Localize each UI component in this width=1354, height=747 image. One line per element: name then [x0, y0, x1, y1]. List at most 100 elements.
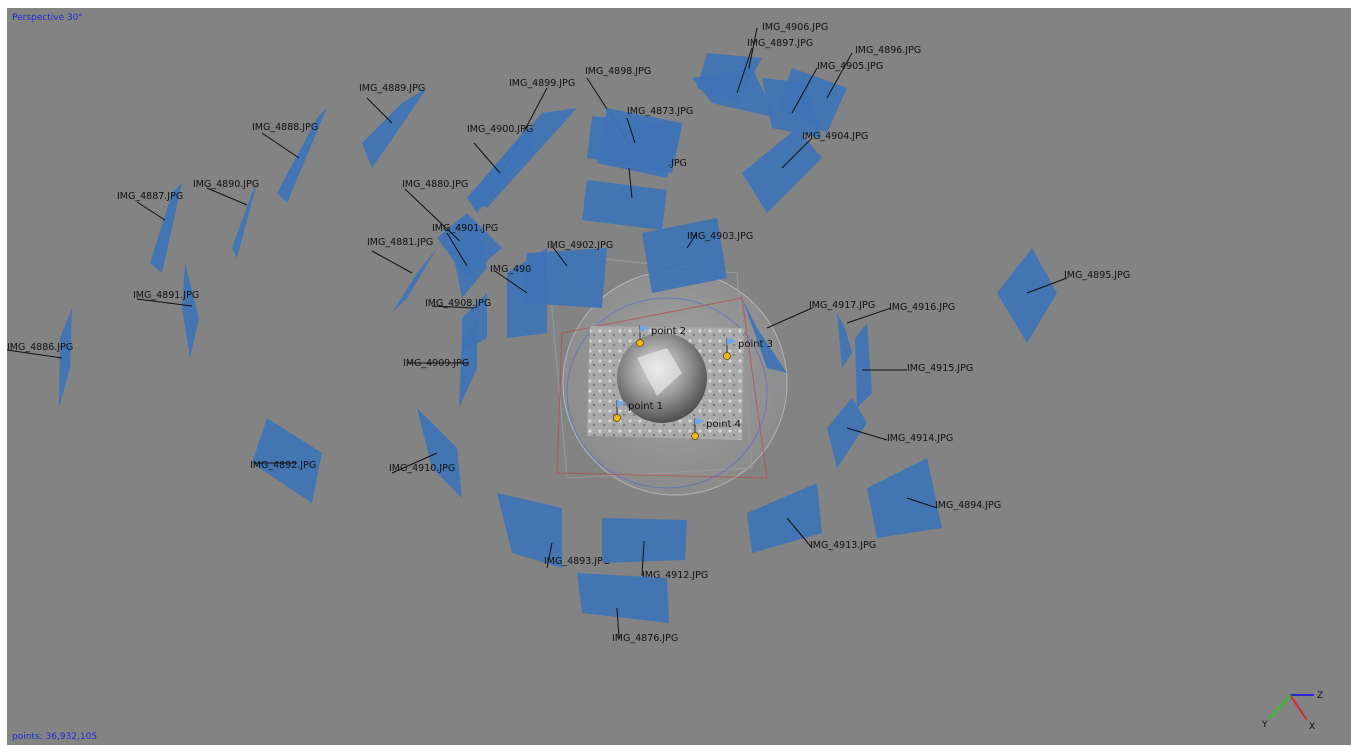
marker-3[interactable]: point 3	[723, 338, 774, 360]
axis-y-line	[1269, 694, 1291, 719]
flag-icon	[640, 325, 650, 332]
camera-label: IMG_4902.JPG	[547, 240, 613, 251]
object-highlight	[637, 348, 682, 396]
camera-frustum[interactable]: IMG_4897.JPG	[692, 38, 813, 118]
camera-frustum[interactable]: IMG_4888.JPG	[252, 108, 327, 203]
camera-label: IMG_4914.JPG	[887, 433, 953, 444]
camera-frustum[interactable]: IMG_4894.JPG	[867, 458, 1001, 538]
camera-frustum[interactable]: IMG_4908.JPG	[425, 293, 491, 353]
camera-plane[interactable]	[497, 493, 562, 568]
camera-frustum[interactable]: IMG_4905.JPG	[762, 61, 883, 138]
axis-x-label: X	[1309, 722, 1315, 732]
camera-leader-line	[736, 47, 753, 94]
camera-frustum[interactable]: IMG_4904.JPG	[742, 128, 868, 213]
marker-pin[interactable]	[636, 339, 644, 347]
3d-viewport[interactable]: IMG_4906.JPG IMG_4897.JPG IMG_4896.JPG IMG_…	[7, 8, 1351, 745]
camera-leader-line	[136, 201, 166, 221]
camera-leader-line	[473, 142, 501, 174]
camera-frustum[interactable]: IMG_4913.JPG	[747, 483, 876, 553]
camera-plane[interactable]	[182, 263, 199, 358]
axis-gizmo: Z X Y	[1261, 691, 1323, 732]
camera-plane[interactable]	[252, 418, 322, 503]
camera-frustum[interactable]: IMG_4889.JPG	[359, 83, 427, 168]
marker-pin[interactable]	[691, 432, 699, 440]
camera-label: IMG_4887.JPG	[117, 191, 183, 202]
camera-leader-line	[261, 132, 300, 159]
camera-plane[interactable]	[392, 248, 437, 313]
camera-frustum[interactable]: IMG_4887.JPG	[117, 183, 183, 273]
camera-leader-line	[846, 307, 892, 324]
camera-leader-line	[446, 232, 468, 267]
point-cloud-model[interactable]	[546, 252, 788, 496]
camera-leader-line	[826, 52, 853, 99]
camera-plane[interactable]	[232, 183, 257, 258]
camera-frustum[interactable]: IMG_4916.JPG	[837, 302, 955, 368]
camera-plane[interactable]	[837, 313, 852, 368]
camera-plane[interactable]	[855, 323, 872, 408]
marker-2[interactable]: point 2	[636, 325, 687, 347]
camera-leader-line	[136, 298, 193, 307]
bounding-box-edge	[556, 297, 768, 479]
camera-label: IMG_4881.JPG	[367, 237, 433, 248]
camera-label: IMG_4893.JPG	[544, 556, 610, 567]
camera-frustum[interactable]: IMG_4881.JPG	[367, 237, 437, 313]
camera-plane[interactable]	[602, 518, 687, 563]
view-mode-label: Perspective 30°	[12, 13, 83, 23]
scene-canvas[interactable]: IMG_4906.JPG IMG_4897.JPG IMG_4896.JPG IMG_…	[7, 8, 1351, 745]
camera-plane[interactable]	[867, 458, 942, 538]
camera-plane[interactable]	[577, 573, 669, 623]
camera-leader-line	[551, 245, 568, 267]
camera-frustum[interactable]: IMG_4900.JPG	[467, 124, 537, 213]
camera-frustum[interactable]: IMG_4917.JPG	[742, 298, 875, 373]
camera-label: IMG_4891.JPG	[133, 290, 199, 301]
camera-leader-line	[686, 232, 698, 249]
camera-label: .JPG	[668, 158, 687, 169]
camera-plane[interactable]	[277, 108, 327, 203]
axis-y-label: Y	[1261, 720, 1268, 730]
camera-leader-line	[366, 97, 393, 124]
camera-plane[interactable]	[59, 308, 72, 408]
camera-frustum[interactable]: IMG_4909.JPG	[403, 318, 477, 408]
rotation-ring	[566, 297, 768, 489]
marker-4[interactable]: point 4	[691, 418, 742, 440]
camera-plane[interactable]	[747, 483, 822, 553]
camera-frustum[interactable]: IMG_4901.JPG	[432, 223, 498, 298]
camera-frustum[interactable]: IMG_4886.JPG	[7, 308, 73, 408]
marker-pin[interactable]	[613, 414, 621, 422]
camera-frustum[interactable]: IMG_4891.JPG	[133, 263, 199, 358]
camera-plane[interactable]	[692, 68, 777, 118]
camera-frustum[interactable]: IMG_4893.JPG	[497, 493, 610, 569]
camera-frustum[interactable]: IMG_4895.JPG	[997, 248, 1130, 343]
camera-plane[interactable]	[417, 408, 462, 498]
camera-plane[interactable]	[642, 218, 727, 293]
marker-label: point 1	[628, 401, 663, 412]
camera-plane[interactable]	[742, 128, 822, 213]
camera-frustum[interactable]: IMG_490	[490, 248, 547, 338]
camera-plane[interactable]	[597, 108, 682, 178]
camera-frustum[interactable]: IMG_4892.JPG	[250, 418, 322, 503]
camera-frustum[interactable]: IMG_4910.JPG	[389, 408, 462, 498]
camera-frustum[interactable]: IMG_4914.JPG	[827, 398, 953, 468]
camera-plane[interactable]	[997, 248, 1057, 343]
camera-frustum[interactable]: IMG_4915.JPG	[855, 323, 973, 408]
camera-plane[interactable]	[467, 128, 537, 213]
camera-plane[interactable]	[762, 78, 822, 138]
camera-frustum[interactable]: IMG_4876.JPG	[577, 573, 678, 644]
camera-frustum[interactable]: IMG_4903.JPG	[642, 218, 753, 293]
marker-pin[interactable]	[723, 352, 731, 360]
camera-leader-line	[626, 117, 636, 144]
camera-label: IMG_4898.JPG	[585, 66, 651, 77]
camera-frustum[interactable]: IMG_4890.JPG	[193, 179, 259, 258]
camera-plane[interactable]	[452, 223, 487, 298]
camera-frustum[interactable]: IMG_4873.JPG	[597, 106, 693, 178]
camera-plane[interactable]	[582, 180, 667, 230]
camera-plane[interactable]	[362, 88, 427, 168]
camera-frustum[interactable]: IMG_4912.JPG	[602, 518, 708, 581]
camera-plane[interactable]	[827, 398, 867, 468]
camera-plane[interactable]	[742, 298, 787, 373]
camera-frustum[interactable]: .JPG	[582, 158, 687, 230]
camera-leader-line	[404, 188, 468, 249]
camera-plane[interactable]	[150, 183, 182, 273]
camera-label: IMG_4917.JPG	[809, 300, 875, 311]
marker-1[interactable]: point 1	[613, 400, 664, 422]
